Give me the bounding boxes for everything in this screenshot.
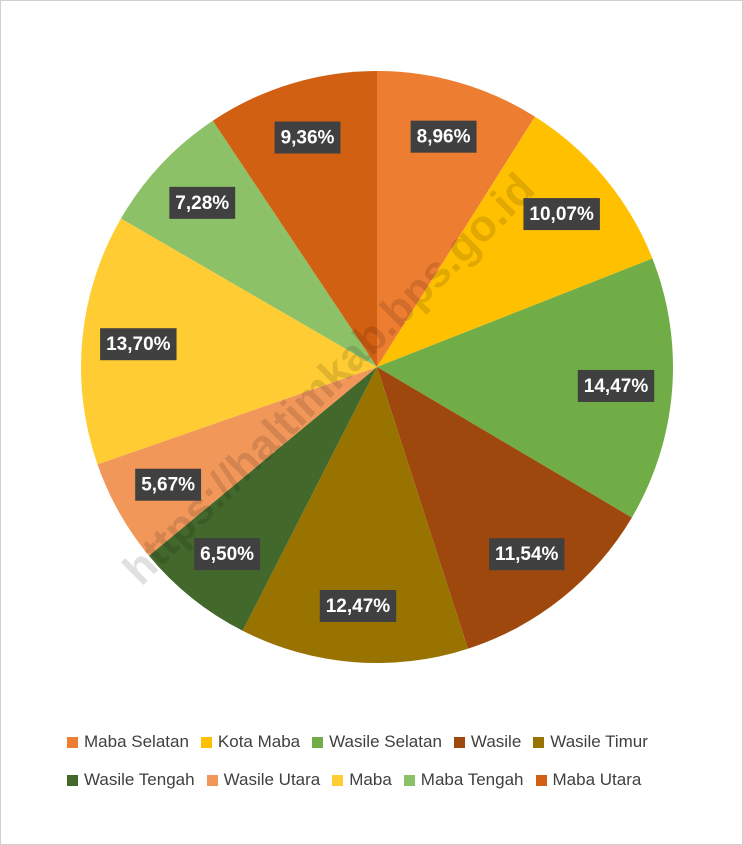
data-label: 6,50% xyxy=(194,538,261,571)
data-label-text: 14,47% xyxy=(584,376,649,397)
legend-swatch xyxy=(312,736,324,748)
legend-label: Wasile Utara xyxy=(223,770,321,789)
data-label-text: 8,96% xyxy=(417,127,471,148)
legend: Maba Selatan Kota Maba Wasile Selatan Wasil… xyxy=(67,731,667,791)
legend-swatch xyxy=(403,774,415,786)
data-label: 10,07% xyxy=(523,198,600,231)
legend-swatch xyxy=(535,774,547,786)
data-label-box xyxy=(135,468,202,501)
legend-item: Maba Utara xyxy=(535,769,642,791)
data-label-box xyxy=(274,121,341,154)
legend-item: Wasile Tengah xyxy=(67,769,195,791)
data-label-text: 5,67% xyxy=(141,475,195,496)
legend-item: Maba Selatan xyxy=(67,731,189,753)
data-label-text: 7,28% xyxy=(175,193,229,214)
legend-swatch xyxy=(533,736,545,748)
data-label-box xyxy=(194,538,261,571)
slice xyxy=(97,367,377,556)
data-label-text: 12,47% xyxy=(326,596,391,617)
legend-label: Wasile Tengah xyxy=(84,770,195,789)
data-label: 11,54% xyxy=(489,538,565,571)
slice xyxy=(377,367,632,649)
slice xyxy=(377,116,653,367)
data-label: 8,96% xyxy=(410,120,477,153)
legend-label: Maba Selatan xyxy=(84,732,189,751)
slice xyxy=(377,258,673,518)
legend-swatch xyxy=(453,736,465,748)
data-label: 5,67% xyxy=(135,468,202,501)
data-label-text: 11,54% xyxy=(495,544,558,565)
slice xyxy=(80,218,377,465)
legend-label: Wasile Timur xyxy=(550,732,648,751)
data-label-text: 6,50% xyxy=(200,544,254,565)
legend-label: Kota Maba xyxy=(217,732,301,751)
legend-label: Wasile xyxy=(470,732,522,751)
data-label-box xyxy=(577,369,655,402)
data-label-box xyxy=(100,328,177,361)
legend-item: Maba Tengah xyxy=(403,769,524,791)
slice xyxy=(120,120,377,367)
legend-label: Maba Tengah xyxy=(420,770,524,789)
data-label: 9,36% xyxy=(274,121,341,154)
data-label: 12,47% xyxy=(319,590,397,623)
legend-swatch xyxy=(332,774,344,786)
data-label: 7,28% xyxy=(169,186,236,219)
data-label-text: 10,07% xyxy=(529,204,594,225)
data-label-box xyxy=(489,538,565,571)
legend-item: Wasile Utara xyxy=(206,769,321,791)
data-label-text: 9,36% xyxy=(281,128,335,149)
legend-item: Kota Maba xyxy=(200,731,301,753)
data-label: 13,70% xyxy=(100,328,177,361)
legend-label: Maba xyxy=(349,770,392,789)
legend-item: Wasile Timur xyxy=(533,731,648,753)
legend-swatch xyxy=(206,774,218,786)
data-label-box xyxy=(410,120,477,153)
data-label: 14,47% xyxy=(577,369,655,402)
legend-label: Maba Utara xyxy=(552,770,642,789)
legend-item: Wasile Selatan xyxy=(312,731,442,753)
legend-swatch xyxy=(200,736,212,748)
legend-swatch xyxy=(67,736,78,748)
data-label-text: 13,70% xyxy=(106,334,171,355)
data-label-box xyxy=(319,590,397,623)
legend-swatch xyxy=(67,774,78,786)
data-label-box xyxy=(169,186,236,219)
legend-item: Maba xyxy=(332,769,392,791)
slice xyxy=(242,367,468,663)
legend-label: Wasile Selatan xyxy=(329,732,442,751)
legend-item: Wasile xyxy=(453,731,522,753)
data-label-box xyxy=(523,198,600,231)
